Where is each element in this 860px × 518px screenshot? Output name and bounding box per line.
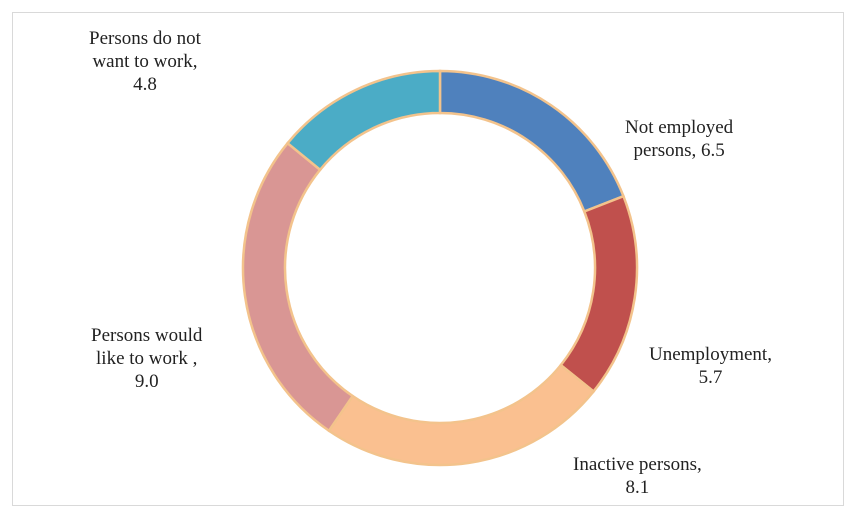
slice-label-line: 5.7 <box>698 367 723 388</box>
slice-label-line: Not employed <box>625 117 734 138</box>
donut-chart <box>241 69 639 467</box>
slice-label-0: Not employed persons, 6.5 <box>625 116 733 162</box>
slice-label-1: Unemployment, 5.7 <box>649 343 772 389</box>
slice-label-3: Persons would like to work , 9.0 <box>91 324 202 393</box>
donut-slice-4 <box>285 69 442 172</box>
slice-label-4: Persons do not want to work, 4.8 <box>89 27 201 96</box>
slice-label-line: want to work, <box>92 51 198 72</box>
chart-area: Not employed persons, 6.5 Unemployment, 5.7… <box>12 12 844 506</box>
donut-slice-1 <box>559 194 639 394</box>
slice-label-line: 8.1 <box>625 477 650 498</box>
slice-label-line: persons, 6.5 <box>633 140 725 161</box>
slice-label-2: Inactive persons, 8.1 <box>573 453 702 499</box>
slice-label-line: 4.8 <box>133 74 157 95</box>
donut-slice-0 <box>438 69 626 214</box>
donut-slice-3 <box>241 141 355 433</box>
slice-label-line: like to work , <box>96 348 198 369</box>
donut-slice-2 <box>327 363 596 467</box>
slice-label-line: Unemployment, <box>649 344 772 365</box>
slice-label-line: Inactive persons, <box>573 454 702 475</box>
slice-label-line: 9.0 <box>134 371 159 392</box>
slice-label-line: Persons would <box>91 325 203 346</box>
slice-label-line: Persons do not <box>89 28 201 49</box>
